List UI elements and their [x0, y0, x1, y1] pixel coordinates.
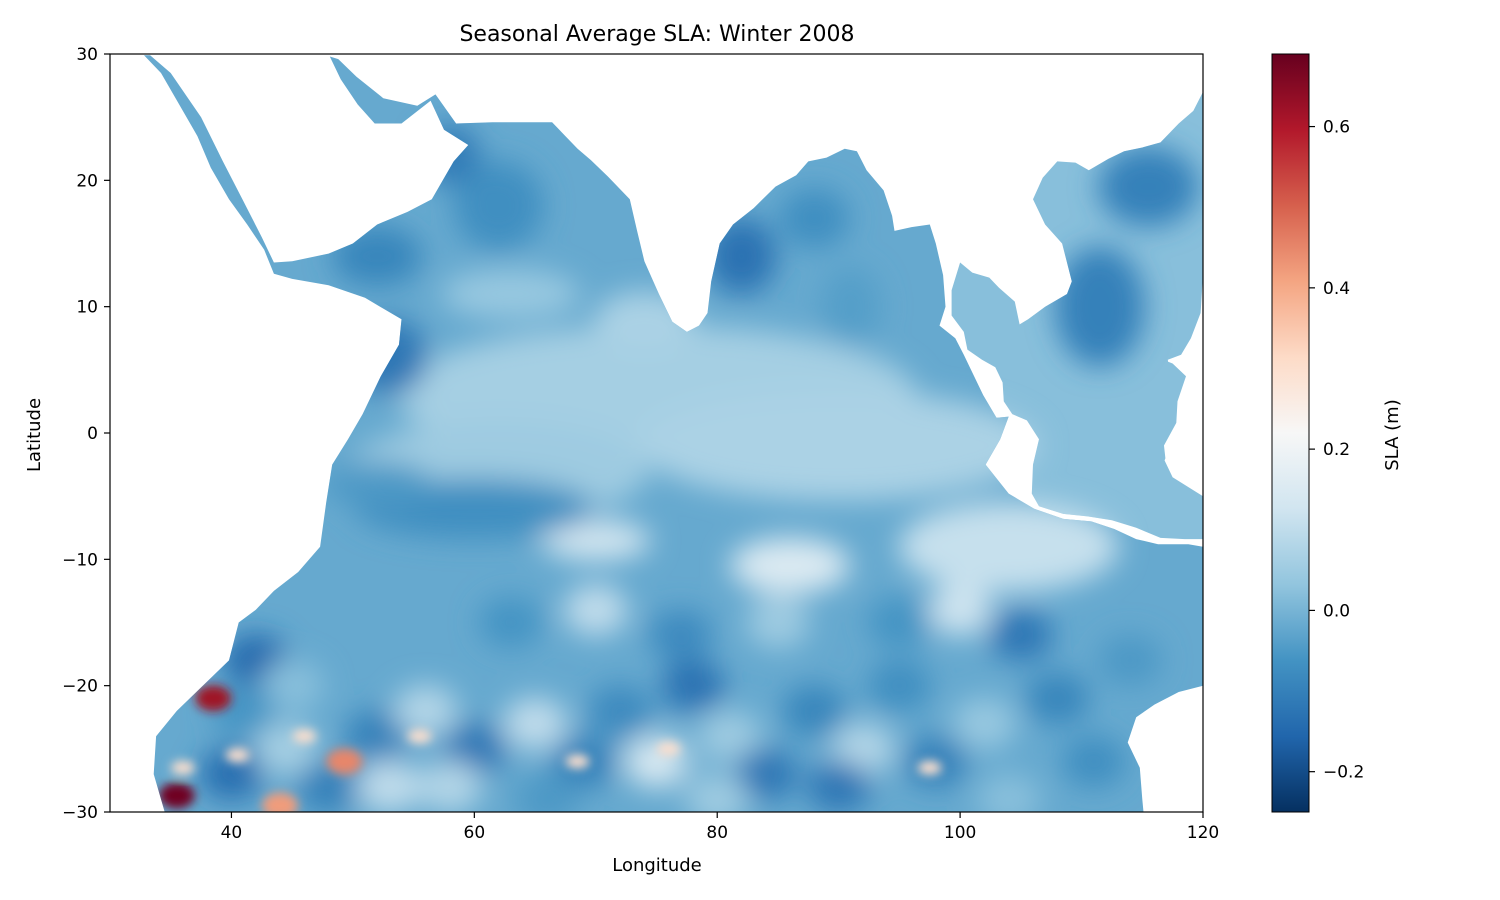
y-tick-label: −20 [62, 677, 98, 697]
x-tick-label: 80 [706, 823, 728, 843]
positive-eddy [326, 748, 363, 775]
colorbar-tick-label: −0.2 [1323, 763, 1364, 783]
sla-blob [806, 760, 871, 812]
sla-blob [515, 773, 580, 812]
sla-blob [1054, 246, 1145, 367]
sla-blob [440, 269, 581, 320]
sla-blob [733, 748, 798, 801]
positive-eddy [262, 792, 299, 812]
sla-blob [952, 697, 1017, 750]
sla-blob [1061, 735, 1126, 788]
x-tick-label: 60 [464, 823, 486, 843]
y-tick-label: 10 [76, 298, 98, 318]
sla-blob [453, 160, 544, 251]
positive-eddy [656, 741, 681, 756]
sla-blob [420, 125, 481, 186]
sla-blob [903, 735, 968, 788]
sla-blob [867, 659, 932, 712]
x-tick-label: 40 [221, 823, 243, 843]
sla-blob [988, 609, 1053, 662]
sla-blob [503, 697, 568, 750]
colorbar-axis: −0.2 0.0 0.2 0.4 0.6 [1309, 118, 1364, 783]
y-axis: −30 −20 −10 0 10 20 30 [62, 45, 110, 823]
colorbar-tick-label: 0.0 [1323, 601, 1350, 621]
sla-blob [779, 188, 850, 249]
positive-eddy [917, 760, 942, 775]
positive-eddy [170, 760, 195, 775]
sla-blob [563, 583, 628, 636]
positive-eddy [225, 748, 250, 763]
sla-blob [393, 684, 458, 737]
sla-blob [351, 319, 428, 396]
chart-title: Seasonal Average SLA: Winter 2008 [459, 22, 854, 47]
sla-blob [322, 461, 433, 506]
positive-eddy [565, 754, 590, 769]
sla-blob [199, 748, 264, 801]
sla-blob [706, 218, 777, 295]
x-tick-label: 100 [944, 823, 976, 843]
positive-eddy [407, 729, 432, 744]
sla-blob [745, 596, 810, 649]
sla-blob [540, 520, 651, 561]
positive-eddy [158, 782, 195, 809]
sla-blob [898, 501, 1119, 592]
sla-blob [660, 659, 725, 712]
y-tick-label: −30 [62, 803, 98, 823]
y-tick-label: 20 [76, 171, 98, 191]
x-tick-label: 120 [1187, 823, 1219, 843]
sla-blob [1025, 672, 1090, 725]
sla-blob [820, 266, 881, 347]
sla-blob [345, 710, 410, 763]
sla-blob [730, 537, 851, 594]
sla-blob [928, 583, 993, 636]
sla-blob [1098, 634, 1163, 687]
sla-blob [594, 291, 695, 348]
x-axis-label: Longitude [612, 855, 702, 876]
sla-blob [976, 773, 1041, 812]
sla-blob [588, 684, 653, 737]
y-axis-label: Latitude [24, 398, 45, 472]
y-tick-label: 0 [87, 424, 98, 444]
sla-blob [332, 226, 423, 287]
colorbar-tick-label: 0.2 [1323, 440, 1350, 460]
x-axis: 40 60 80 100 120 [221, 812, 1219, 843]
sla-blob [478, 596, 543, 649]
positive-eddy [204, 630, 229, 645]
sla-blob [648, 609, 713, 662]
sla-blob [357, 760, 422, 812]
sla-map [144, 55, 1203, 812]
colorbar [1271, 53, 1310, 813]
y-tick-label: −10 [62, 550, 98, 570]
positive-eddy [292, 729, 317, 744]
colorbar-label: SLA (m) [1382, 399, 1403, 470]
sla-blob [685, 773, 750, 812]
sla-blob [1098, 146, 1199, 227]
sla-blob [260, 659, 325, 712]
equatorial-band [638, 390, 1039, 501]
sla-blob [697, 710, 762, 763]
y-tick-label: 30 [76, 45, 98, 65]
positive-eddy [195, 685, 232, 712]
sla-blob [418, 760, 483, 812]
sla-blob [624, 735, 689, 788]
colorbar-tick-label: 0.6 [1323, 118, 1350, 138]
sla-blob [867, 596, 932, 649]
sla-blob [782, 684, 847, 737]
colorbar-tick-label: 0.4 [1323, 279, 1350, 299]
